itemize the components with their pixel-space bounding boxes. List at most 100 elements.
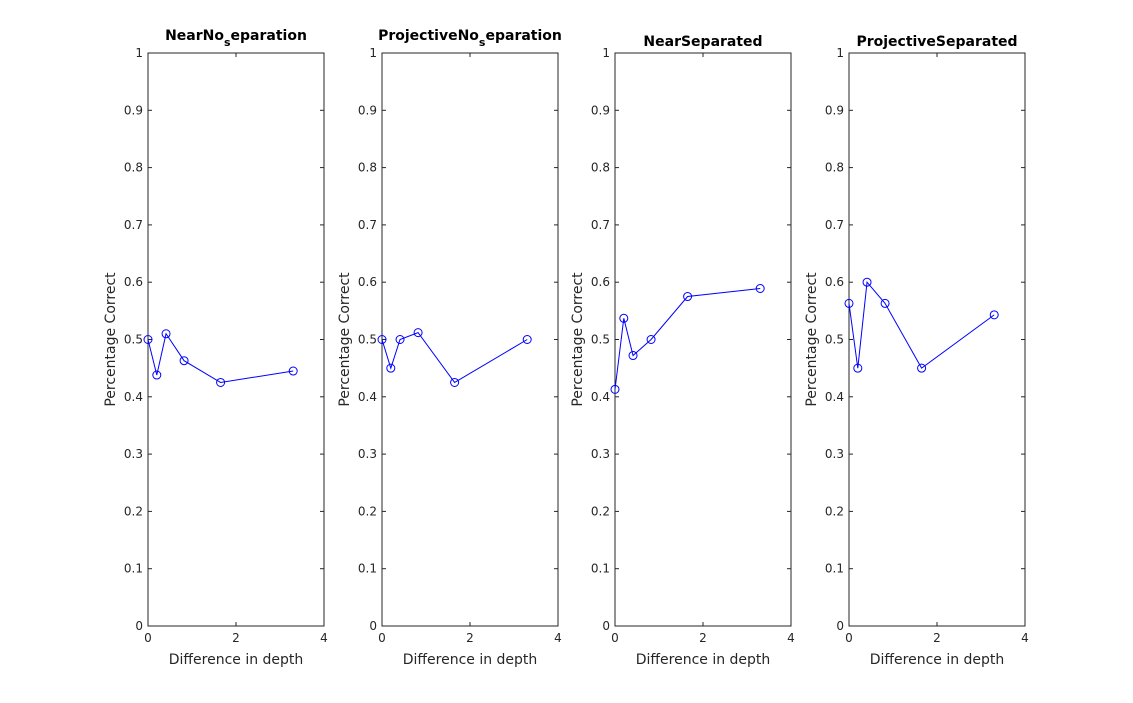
axes-box — [614, 52, 792, 627]
x-tick-label: 2 — [933, 631, 941, 645]
y-tick-label: 0 — [369, 619, 377, 633]
data-point-marker — [179, 356, 189, 366]
chart-title: ProjectiveNoseparation — [378, 28, 562, 49]
y-axis-label: Percentage Correct — [103, 272, 119, 407]
data-point-marker — [161, 329, 171, 339]
y-tick-label: 0 — [135, 619, 143, 633]
series-line — [381, 332, 528, 384]
x-tick-label: 4 — [554, 631, 562, 645]
y-tick-label: 0.2 — [825, 504, 844, 518]
data-point-marker — [755, 284, 765, 294]
chart-title-rest: eparation — [231, 28, 307, 44]
x-tick-label: 0 — [144, 631, 152, 645]
x-tick-label: 0 — [611, 631, 619, 645]
subplot-1: 0 0.1 0.2 0.3 0.4 0.5 0.6 0.7 0.8 0.9 1 0 2 4 Differen… — [103, 28, 328, 668]
y-axis-label: Percentage Correct — [804, 272, 820, 407]
axes-box — [848, 52, 1026, 627]
y-tick-label: 0.3 — [825, 447, 844, 461]
data-point-marker — [619, 313, 629, 323]
chart-title: ProjectiveSeparated — [856, 34, 1017, 50]
y-tick-label: 0.7 — [825, 218, 844, 232]
chart-title-subscript: s — [224, 36, 231, 49]
chart-title-main: NearSeparated — [643, 34, 762, 50]
data-point-marker — [143, 335, 153, 344]
y-tick-label: 0.3 — [358, 447, 377, 461]
y-tick-label: 0.4 — [825, 390, 844, 404]
x-tick-label: 2 — [699, 631, 707, 645]
x-axis-label: Difference in depth — [169, 652, 304, 668]
y-tick-label: 0.4 — [358, 390, 377, 404]
chart-title-main: ProjectiveNo — [378, 28, 479, 44]
data-point-marker — [844, 298, 854, 308]
data-point-marker — [880, 298, 890, 308]
y-tick-label: 0 — [602, 619, 610, 633]
data-point-marker — [610, 384, 620, 394]
x-tick-label: 4 — [1021, 631, 1029, 645]
data-point-marker — [288, 366, 298, 376]
data-point-marker — [522, 335, 532, 344]
y-tick-label: 0.5 — [591, 333, 610, 347]
y-tick-label: 0.2 — [124, 504, 143, 518]
data-point-marker — [413, 328, 423, 338]
y-tick-label: 0.6 — [124, 275, 143, 289]
y-tick-label: 0.1 — [825, 562, 844, 576]
y-tick-label: 0.9 — [358, 103, 377, 117]
x-tick-label: 2 — [466, 631, 474, 645]
y-tick-label: 1 — [369, 46, 377, 60]
data-point-marker — [377, 335, 387, 344]
y-tick-label: 0.7 — [591, 218, 610, 232]
subplot-3: 0 0.1 0.2 0.3 0.4 0.5 0.6 0.7 0.8 0.9 1 0 2 4 Differen… — [570, 34, 795, 668]
x-tick-label: 0 — [845, 631, 853, 645]
series-line — [614, 288, 761, 390]
axes-box — [147, 52, 325, 627]
y-tick-label: 0.3 — [124, 447, 143, 461]
x-tick-label: 4 — [320, 631, 328, 645]
y-tick-label: 0.7 — [358, 218, 377, 232]
y-tick-label: 0.8 — [358, 161, 377, 175]
axes-box — [381, 52, 559, 627]
y-tick-label: 0.5 — [358, 333, 377, 347]
data-point-marker — [450, 377, 460, 387]
y-tick-label: 0.9 — [124, 103, 143, 117]
series-line — [147, 332, 294, 383]
y-axis-label: Percentage Correct — [337, 272, 353, 407]
data-point-marker — [683, 292, 693, 302]
y-tick-label: 0.4 — [124, 390, 143, 404]
y-tick-label: 0.9 — [591, 103, 610, 117]
data-point-marker — [395, 335, 405, 344]
y-tick-label: 1 — [836, 46, 844, 60]
y-tick-label: 0.8 — [825, 161, 844, 175]
series-line — [848, 280, 995, 369]
x-axis-label: Difference in depth — [870, 652, 1005, 668]
y-tick-label: 0.2 — [358, 504, 377, 518]
data-point-marker — [646, 335, 656, 344]
y-tick-label: 0.8 — [591, 161, 610, 175]
y-tick-label: 0.2 — [591, 504, 610, 518]
data-point-marker — [917, 363, 927, 373]
chart-title-rest: eparation — [485, 28, 561, 44]
chart-title-main: ProjectiveSeparated — [856, 34, 1017, 50]
y-tick-label: 0.6 — [825, 275, 844, 289]
data-point-marker — [853, 363, 863, 373]
y-tick-label: 0.3 — [591, 447, 610, 461]
chart-title-subscript: s — [479, 36, 486, 49]
y-tick-label: 0.9 — [825, 103, 844, 117]
x-tick-label: 4 — [787, 631, 795, 645]
y-tick-label: 0.1 — [591, 562, 610, 576]
y-tick-label: 0.6 — [358, 275, 377, 289]
x-tick-label: 0 — [378, 631, 386, 645]
data-point-marker — [628, 351, 638, 361]
subplot-2: 0 0.1 0.2 0.3 0.4 0.5 0.6 0.7 0.8 0.9 1 0 2 4 Differen… — [337, 28, 562, 668]
data-point-marker — [152, 370, 162, 380]
subplot-4: 0 0.1 0.2 0.3 0.4 0.5 0.6 0.7 0.8 0.9 1 0 2 4 Differen… — [804, 34, 1029, 668]
data-point-marker — [216, 377, 226, 387]
x-axis-label: Difference in depth — [403, 652, 538, 668]
y-tick-label: 1 — [602, 46, 610, 60]
x-axis-label: Difference in depth — [636, 652, 771, 668]
data-point-marker — [386, 363, 396, 373]
y-tick-label: 0.1 — [124, 562, 143, 576]
y-tick-label: 0.4 — [591, 390, 610, 404]
y-tick-label: 0.6 — [591, 275, 610, 289]
y-tick-label: 0 — [836, 619, 844, 633]
